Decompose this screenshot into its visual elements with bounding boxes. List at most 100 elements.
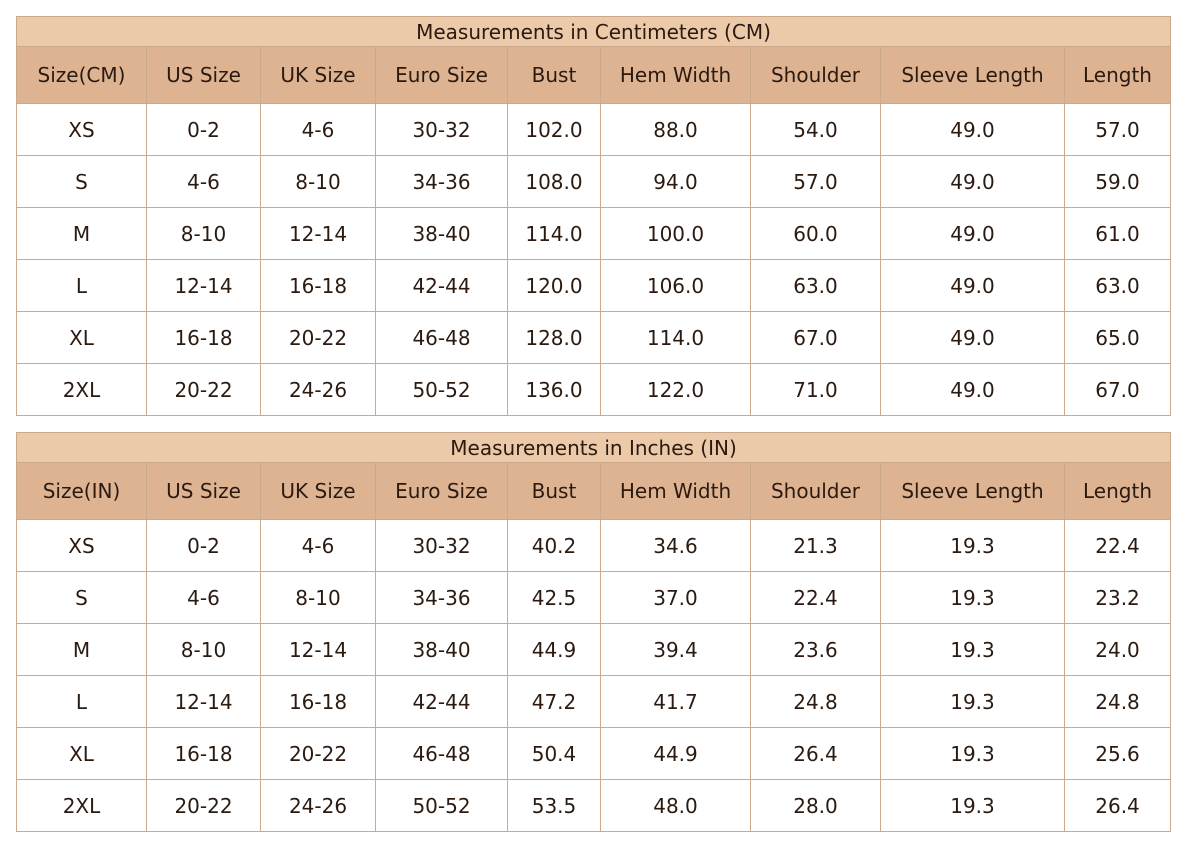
cell: 20-22	[260, 311, 376, 364]
size-table: Measurements in Centimeters (CM) Size(CM)…	[16, 16, 1171, 416]
cell: 47.2	[507, 675, 601, 728]
cell: M	[16, 623, 147, 676]
cell: S	[16, 571, 147, 624]
cell: 20-22	[146, 779, 261, 832]
cell: 16-18	[146, 727, 261, 780]
cell: 49.0	[880, 207, 1065, 260]
cell: 4-6	[146, 571, 261, 624]
cell: 60.0	[750, 207, 881, 260]
cell: 94.0	[600, 155, 751, 208]
data-row: XL 16-18 20-22 46-48 50.4 44.9 26.4 19.3 25.6	[16, 727, 1172, 780]
column-header: Length	[1064, 46, 1171, 104]
column-header: Bust	[507, 462, 601, 520]
cell: 88.0	[600, 103, 751, 156]
cell: 106.0	[600, 259, 751, 312]
cell: 50.4	[507, 727, 601, 780]
cell: 0-2	[146, 103, 261, 156]
cell: 63.0	[750, 259, 881, 312]
cell: 23.6	[750, 623, 881, 676]
cell: XL	[16, 311, 147, 364]
data-row: XL 16-18 20-22 46-48 128.0 114.0 67.0 49.0 65.0	[16, 311, 1171, 364]
column-header: UK Size	[260, 462, 376, 520]
header-row: Size(CM) US Size UK Size Euro Size Bust Hem W…	[16, 46, 1171, 104]
cell: 19.3	[880, 779, 1065, 832]
cell: 8-10	[146, 623, 261, 676]
cell: S	[16, 155, 147, 208]
column-header: Sleeve Length	[880, 462, 1065, 520]
size-table: Measurements in Inches (IN) Size(IN) US Si…	[15, 432, 1172, 832]
column-header: Sleeve Length	[880, 46, 1065, 104]
data-row: 2XL 20-22 24-26 50-52 53.5 48.0 28.0 19.3 26.4	[16, 779, 1172, 832]
column-header: Shoulder	[750, 46, 881, 104]
cell: 49.0	[880, 155, 1065, 208]
cell: 24-26	[260, 363, 376, 416]
cell: 12-14	[146, 675, 261, 728]
cell: 24.8	[1063, 675, 1172, 728]
data-row: M 8-10 12-14 38-40 114.0 100.0 60.0 49.0 61.0	[16, 207, 1171, 260]
cell: 67.0	[750, 311, 881, 364]
cell: 30-32	[375, 103, 508, 156]
cell: 59.0	[1064, 155, 1171, 208]
cell: 24.8	[750, 675, 881, 728]
cell: 46-48	[375, 311, 508, 364]
cell: 8-10	[146, 207, 261, 260]
column-header: US Size	[146, 462, 261, 520]
cell: 136.0	[507, 363, 601, 416]
data-row: M 8-10 12-14 38-40 44.9 39.4 23.6 19.3 24.0	[16, 623, 1172, 676]
cell: 19.3	[880, 571, 1065, 624]
data-row: 2XL 20-22 24-26 50-52 136.0 122.0 71.0 49.0 67.0	[16, 363, 1171, 416]
cell: 4-6	[146, 155, 261, 208]
cell: 102.0	[507, 103, 601, 156]
cell: 44.9	[507, 623, 601, 676]
cell: 46-48	[375, 727, 508, 780]
cell: 12-14	[260, 623, 376, 676]
cell: 53.5	[507, 779, 601, 832]
cell: 16-18	[260, 675, 376, 728]
cell: 49.0	[880, 363, 1065, 416]
cell: 63.0	[1064, 259, 1171, 312]
data-row: XS 0-2 4-6 30-32 102.0 88.0 54.0 49.0 57.0	[16, 103, 1171, 156]
cell: 39.4	[600, 623, 751, 676]
column-header: Euro Size	[375, 46, 508, 104]
cell: 30-32	[375, 519, 508, 572]
cell: 42-44	[375, 675, 508, 728]
cell: 19.3	[880, 519, 1065, 572]
cell: 25.6	[1063, 727, 1172, 780]
header-row: Size(IN) US Size UK Size Euro Size Bust Hem W…	[16, 462, 1172, 520]
cell: 34-36	[375, 571, 508, 624]
cell: 21.3	[750, 519, 881, 572]
cell: 122.0	[600, 363, 751, 416]
cell: 49.0	[880, 259, 1065, 312]
cell: 24-26	[260, 779, 376, 832]
cell: L	[16, 259, 147, 312]
cell: 38-40	[375, 207, 508, 260]
cell: 50-52	[375, 779, 508, 832]
cell: 16-18	[146, 311, 261, 364]
data-row: L 12-14 16-18 42-44 120.0 106.0 63.0 49.0 63.0	[16, 259, 1171, 312]
cell: 42.5	[507, 571, 601, 624]
data-row: XS 0-2 4-6 30-32 40.2 34.6 21.3 19.3 22.4	[16, 519, 1172, 572]
cell: 20-22	[260, 727, 376, 780]
table-title: Measurements in Inches (IN)	[15, 432, 1172, 463]
cell: 120.0	[507, 259, 601, 312]
cell: 44.9	[600, 727, 751, 780]
title-row: Measurements in Inches (IN)	[15, 432, 1172, 463]
cell: 114.0	[507, 207, 601, 260]
cell: M	[16, 207, 147, 260]
cell: 50-52	[375, 363, 508, 416]
cell: XS	[16, 519, 147, 572]
cell: 61.0	[1064, 207, 1171, 260]
cell: 19.3	[880, 727, 1065, 780]
cell: 108.0	[507, 155, 601, 208]
cell: 57.0	[750, 155, 881, 208]
cell: 40.2	[507, 519, 601, 572]
cell: 128.0	[507, 311, 601, 364]
title-row: Measurements in Centimeters (CM)	[16, 16, 1171, 47]
cell: 49.0	[880, 311, 1065, 364]
table-title: Measurements in Centimeters (CM)	[16, 16, 1171, 47]
cell: XS	[16, 103, 147, 156]
cell: 100.0	[600, 207, 751, 260]
column-header: US Size	[146, 46, 261, 104]
column-header: Size(IN)	[16, 462, 147, 520]
cell: 37.0	[600, 571, 751, 624]
